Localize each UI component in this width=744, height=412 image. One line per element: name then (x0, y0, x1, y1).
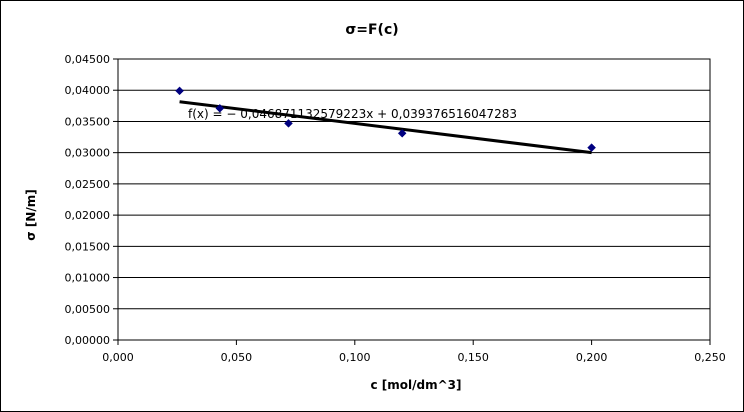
trendline (179, 100, 592, 155)
y-tick-label: 0,02500 (65, 178, 111, 191)
y-tick-label: 0,01500 (65, 240, 111, 253)
data-point (215, 103, 225, 113)
y-tick-label: 0,04000 (65, 84, 111, 97)
y-tick-label: 0,02000 (65, 209, 111, 222)
data-points (175, 86, 596, 153)
x-axis-label: c [mol/dm^3] (370, 378, 461, 392)
y-tick-label: 0,04500 (65, 53, 111, 66)
y-tick-label: 0,03000 (65, 147, 111, 160)
plot-area-border (117, 58, 711, 341)
x-tick-label: 0,100 (339, 351, 371, 364)
axes (117, 58, 711, 345)
x-tick-label: 0,050 (221, 351, 253, 364)
y-tick-labels: 0,00000 0,00500 0,01000 0,01500 0,02000 0,025… (65, 53, 111, 347)
y-axis-label: σ [N/m] (24, 189, 38, 240)
chart-title: σ=F(c) (345, 22, 398, 38)
x-tick-label: 0,250 (694, 351, 726, 364)
y-tick-label: 0,01000 (65, 272, 111, 285)
x-tick-label: 0,150 (457, 351, 489, 364)
data-point (397, 128, 407, 138)
gridlines (113, 58, 710, 341)
x-tick-labels: 0,000 0,050 0,100 0,150 0,200 0,250 (102, 351, 726, 364)
data-point (587, 143, 596, 153)
y-tick-label: 0,03500 (65, 115, 111, 128)
x-tick-label: 0,000 (102, 351, 134, 364)
y-tick-label: 0,00500 (65, 303, 111, 316)
trendline-equation: f(x) = − 0,046871132579223x + 0,03937651… (188, 107, 517, 121)
data-point (175, 86, 184, 96)
y-tick-label: 0,00000 (65, 334, 111, 347)
trendline-layer (179, 100, 592, 155)
data-point (284, 118, 293, 128)
x-tick-label: 0,200 (576, 351, 608, 364)
